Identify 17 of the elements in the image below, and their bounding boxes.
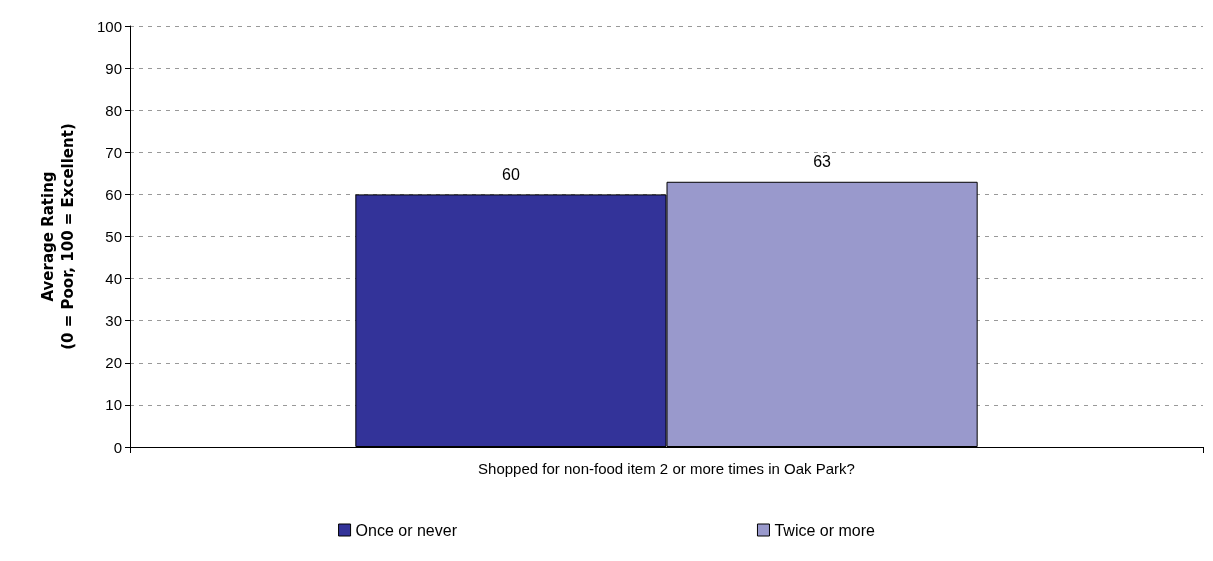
data-label: 60 (502, 165, 520, 183)
y-tick-label: 90 (105, 59, 122, 77)
y-tick-label: 100 (96, 17, 122, 35)
y-axis-title: Average Rating (0 = Poor, 100 = Excellent) (39, 123, 77, 350)
x-tick-label: Shopped for non-food item 2 or more times in Oak Park? (478, 460, 855, 477)
y-tick-label: 30 (105, 312, 122, 330)
y-tick-label: 50 (105, 228, 122, 245)
y-tick-label: 40 (105, 270, 122, 288)
legend-label: Twice or more (774, 521, 876, 539)
y-tick-label: 70 (105, 143, 122, 161)
legend-label: Once or never (355, 521, 458, 539)
y-tick-label: 0 (113, 438, 122, 456)
y-tick-label: 80 (105, 101, 122, 119)
y-tick-label: 10 (105, 396, 122, 414)
y-tick-label: 20 (105, 354, 122, 372)
y-tick-label: 60 (105, 185, 122, 203)
data-label: 63 (813, 153, 832, 171)
